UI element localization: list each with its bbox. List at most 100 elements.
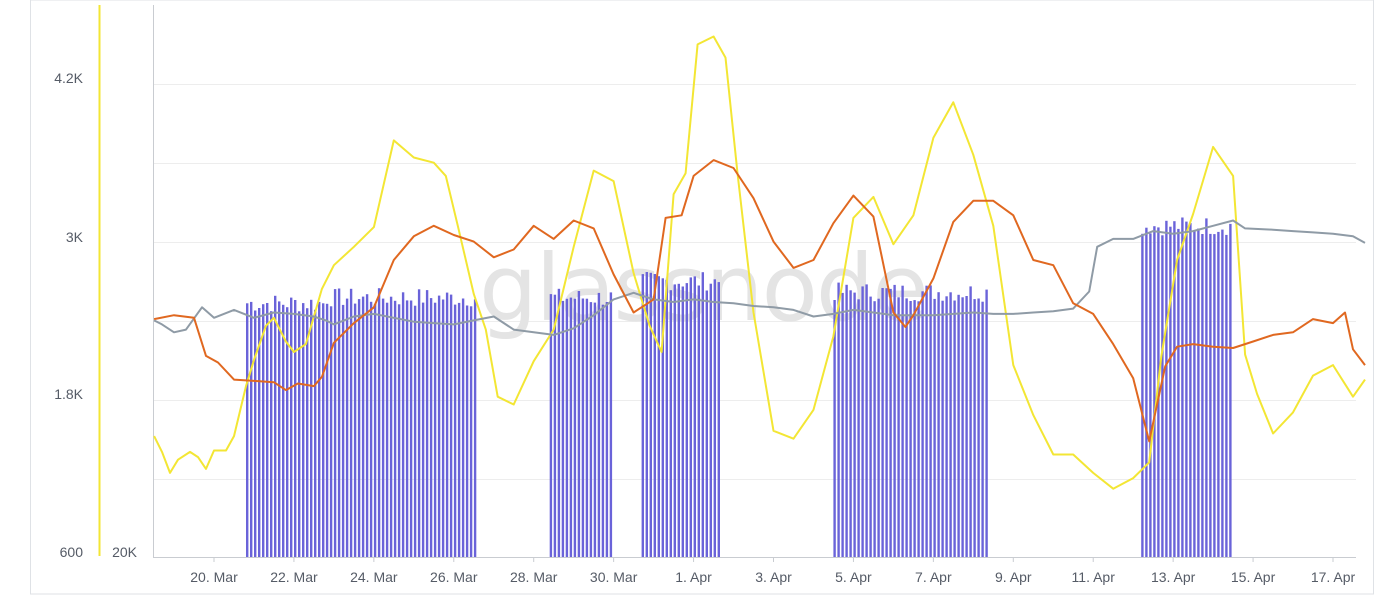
bar (957, 294, 960, 557)
bar (405, 300, 409, 557)
bar (341, 304, 345, 557)
x-tick-label: 3. Apr (755, 569, 792, 585)
bar (453, 304, 457, 557)
bar (665, 279, 668, 557)
bar (425, 290, 429, 557)
bar (381, 298, 385, 557)
bar (473, 299, 477, 557)
bar (365, 294, 369, 557)
bar (977, 298, 980, 557)
bar (461, 298, 465, 557)
bar (1145, 227, 1148, 557)
bar (373, 303, 377, 557)
grey-series-line (153, 219, 1366, 336)
x-tick-label: 13. Apr (1151, 569, 1196, 585)
bar (857, 299, 860, 557)
bar (981, 301, 984, 557)
bar (361, 296, 365, 557)
bar (1173, 221, 1176, 557)
bar (1181, 217, 1184, 557)
bar (941, 300, 944, 557)
bar (1153, 226, 1156, 557)
bar (609, 292, 613, 557)
bar (413, 305, 417, 557)
bar (873, 301, 876, 557)
bar (585, 298, 589, 557)
bar (833, 300, 836, 557)
bar (549, 294, 553, 557)
bar (1209, 233, 1212, 557)
bar (246, 303, 249, 557)
bar (1229, 223, 1232, 557)
bar (349, 288, 353, 557)
x-tick-label: 28. Mar (510, 569, 558, 585)
x-tick-label: 9. Apr (995, 569, 1032, 585)
bar (889, 288, 892, 557)
bar (1193, 230, 1196, 558)
bar (457, 302, 461, 557)
bar (649, 272, 652, 557)
bar (869, 296, 872, 557)
bar (353, 303, 357, 557)
bar (429, 298, 433, 557)
bar (441, 299, 445, 557)
bar (333, 289, 337, 557)
x-tick-label: 22. Mar (270, 569, 318, 585)
bar (601, 304, 605, 557)
x-axis-ticks: 20. Mar 22. Mar 24. Mar 26. Mar 28. Mar 30. M… (190, 557, 1356, 585)
bar (1185, 221, 1188, 557)
bar (673, 284, 676, 557)
x-tick-label: 20. Mar (190, 569, 238, 585)
bar (1177, 228, 1180, 557)
bar (465, 305, 469, 557)
bar (969, 286, 972, 557)
bar (1169, 226, 1172, 557)
bar (985, 289, 988, 557)
bar (270, 311, 273, 557)
bar (965, 296, 968, 557)
bar (905, 298, 908, 557)
bar (306, 308, 309, 557)
bar (865, 284, 868, 557)
bar (701, 272, 704, 557)
bar (901, 285, 904, 557)
bar (669, 290, 672, 557)
bar (837, 282, 840, 557)
x-tick-label: 17. Apr (1311, 569, 1356, 585)
bar (377, 288, 381, 557)
bar (274, 295, 277, 557)
bar (589, 302, 593, 557)
bar (1157, 227, 1160, 557)
bar (877, 298, 880, 557)
bar (250, 301, 253, 557)
bar (697, 285, 700, 557)
bar (1189, 223, 1192, 557)
bar (641, 274, 644, 557)
bar (445, 292, 449, 557)
bar (294, 300, 297, 557)
line-series (153, 35, 1366, 490)
bar (681, 286, 684, 557)
bar (357, 299, 361, 557)
bar (397, 304, 401, 557)
bar (709, 283, 712, 557)
x-tick-label: 5. Apr (835, 569, 872, 585)
bar (849, 290, 852, 557)
x-tick-label: 1. Apr (675, 569, 712, 585)
bar (573, 298, 577, 557)
bar (369, 301, 373, 557)
bar (298, 311, 301, 557)
bar (949, 292, 952, 557)
bar (385, 302, 389, 557)
bar (653, 274, 656, 557)
bar (393, 300, 397, 557)
bar (1213, 234, 1216, 557)
bar (310, 299, 313, 557)
bar (597, 292, 601, 557)
bar (605, 302, 609, 557)
bar (909, 301, 912, 557)
bar (925, 285, 928, 557)
bar (469, 306, 473, 557)
bar (449, 294, 453, 557)
